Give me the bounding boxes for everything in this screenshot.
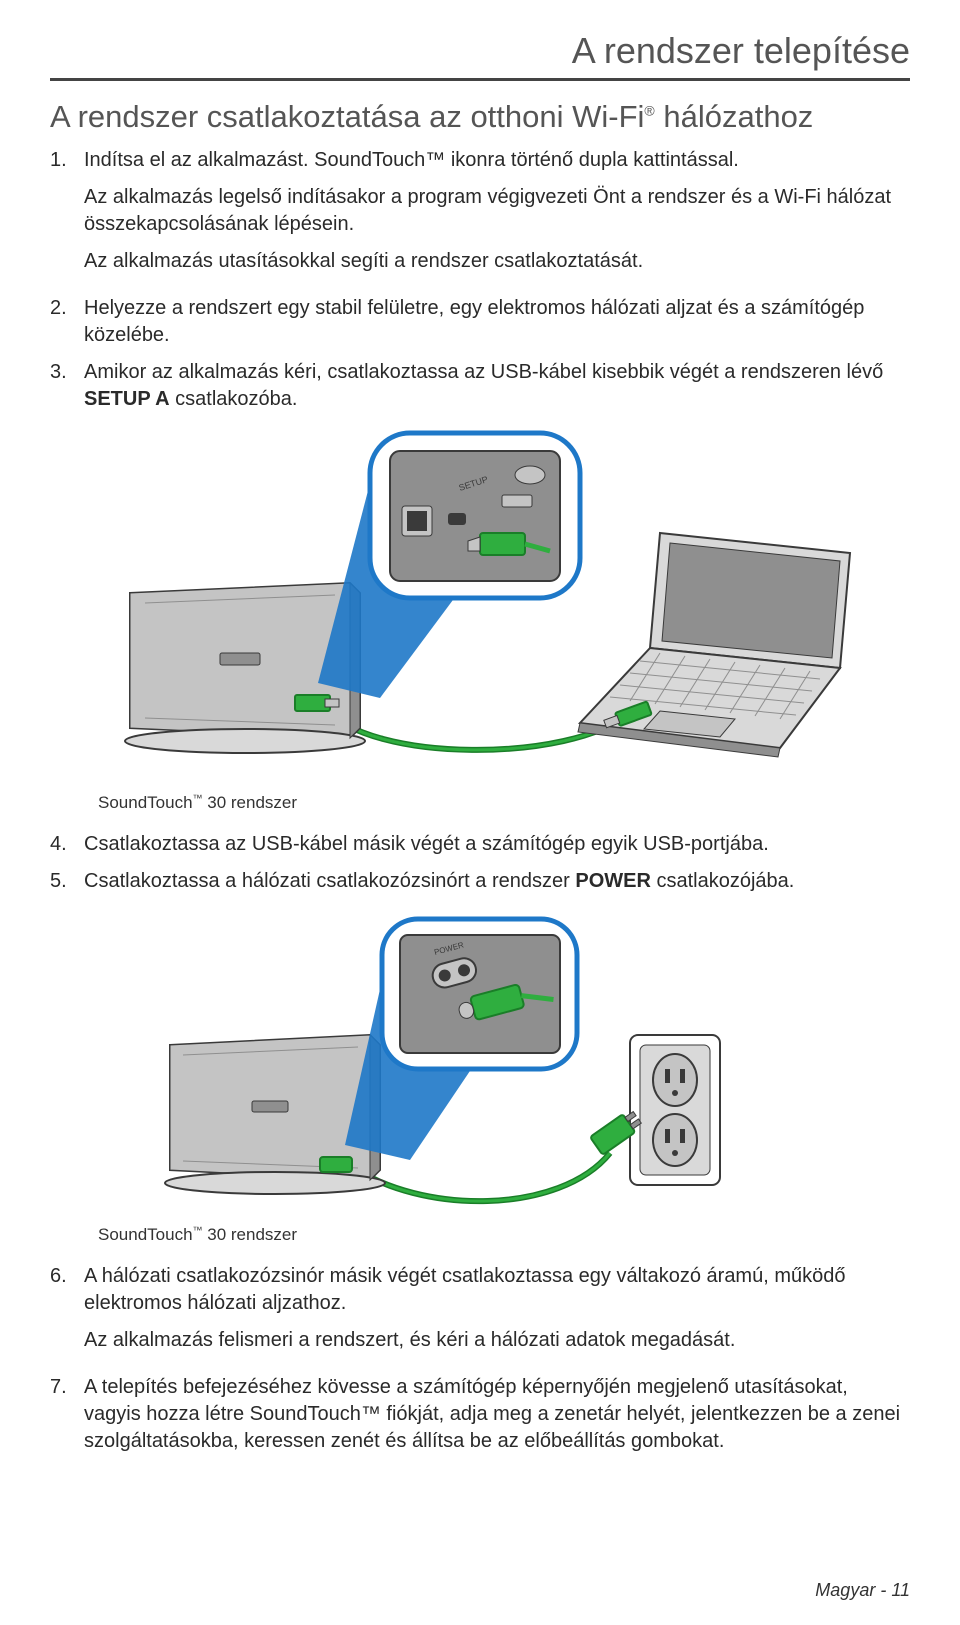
step-bold: POWER	[575, 870, 651, 892]
step-text: Csatlakoztassa a hálózati csatlakozózsin…	[84, 868, 910, 895]
caption-text: 30 rendszer	[203, 793, 298, 812]
step-text: Az alkalmazás legelső indításakor a prog…	[84, 184, 910, 238]
step-1: 1. Indítsa el az alkalmazást. SoundTouch…	[50, 147, 910, 285]
step-2: 2. Helyezze a rendszert egy stabil felül…	[50, 295, 910, 349]
tm-mark: ™	[193, 1225, 203, 1236]
step-text: Az alkalmazás utasításokkal segíti a ren…	[84, 248, 910, 275]
step-5: 5. Csatlakoztassa a hálózati csatlakozóz…	[50, 868, 910, 895]
page-footer: Magyar - 11	[815, 1580, 910, 1601]
step-num: 1.	[50, 147, 84, 285]
step-num: 6.	[50, 1263, 84, 1364]
step-num: 3.	[50, 359, 84, 413]
step-text: Amikor az alkalmazás kéri, csatlakoztass…	[84, 359, 910, 413]
page-header-title: A rendszer telepítése	[50, 30, 910, 78]
diagram-usb-setup: SETUP	[70, 423, 890, 783]
step-num: 2.	[50, 295, 84, 349]
reg-mark: ®	[644, 103, 654, 119]
step-bold: SETUP A	[84, 388, 170, 410]
step-text-b: csatlakozóba.	[170, 388, 298, 410]
caption-1: SoundTouch™ 30 rendszer	[98, 793, 910, 813]
step-text: Csatlakoztassa az USB-kábel másik végét …	[84, 831, 910, 858]
step-text: Indítsa el az alkalmazást. SoundTouch™ i…	[84, 147, 910, 174]
diagram-power-setup: POWER	[120, 905, 840, 1215]
header-rule	[50, 78, 910, 81]
caption-text: 30 rendszer	[203, 1225, 298, 1244]
step-text-a: Amikor az alkalmazás kéri, csatlakoztass…	[84, 361, 883, 383]
step-text-a: Csatlakoztassa a hálózati csatlakozózsin…	[84, 870, 575, 892]
step-text: Az alkalmazás felismeri a rendszert, és …	[84, 1327, 910, 1354]
section-title-b: hálózathoz	[655, 99, 814, 134]
step-6: 6. A hálózati csatlakozózsinór másik vég…	[50, 1263, 910, 1364]
step-7: 7. A telepítés befejezéséhez kövesse a s…	[50, 1374, 910, 1455]
step-text: A hálózati csatlakozózsinór másik végét …	[84, 1263, 910, 1317]
step-num: 7.	[50, 1374, 84, 1455]
step-num: 4.	[50, 831, 84, 858]
step-text: Helyezze a rendszert egy stabil felületr…	[84, 295, 910, 349]
caption-2: SoundTouch™ 30 rendszer	[98, 1225, 910, 1245]
caption-text: SoundTouch	[98, 1225, 193, 1244]
tm-mark: ™	[193, 793, 203, 804]
step-3: 3. Amikor az alkalmazás kéri, csatlakozt…	[50, 359, 910, 413]
step-4: 4. Csatlakoztassa az USB-kábel másik vég…	[50, 831, 910, 858]
section-title: A rendszer csatlakoztatása az otthoni Wi…	[50, 99, 910, 135]
section-title-a: A rendszer csatlakoztatása az otthoni Wi…	[50, 99, 644, 134]
step-text: A telepítés befejezéséhez kövesse a szám…	[84, 1374, 910, 1455]
step-num: 5.	[50, 868, 84, 895]
step-text-b: csatlakozójába.	[651, 870, 794, 892]
caption-text: SoundTouch	[98, 793, 193, 812]
